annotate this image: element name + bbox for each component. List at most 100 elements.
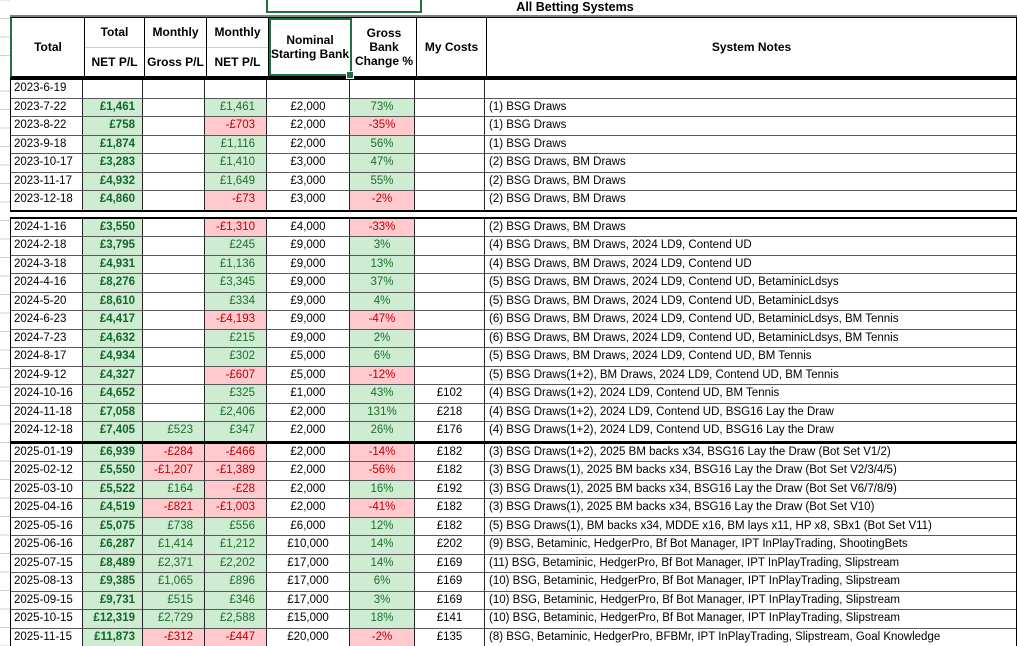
cell-bank[interactable]: £2,000 xyxy=(267,480,350,499)
cell-change[interactable]: 12% xyxy=(350,517,415,536)
cell-costs[interactable]: £135 xyxy=(415,628,485,646)
cell-total[interactable]: £5,522 xyxy=(83,480,143,499)
cell-notes[interactable]: (5) BSG Draws, BM Draws, 2024 LD9, Conte… xyxy=(485,292,1016,311)
cell-date[interactable]: 2025-03-10 xyxy=(11,480,83,499)
cell-net[interactable]: £2,588 xyxy=(205,610,267,629)
cell-net[interactable]: -£447 xyxy=(205,628,267,646)
cell-change[interactable]: 47% xyxy=(350,154,415,173)
cell-gross[interactable] xyxy=(143,98,205,117)
cell-change[interactable]: 14% xyxy=(350,536,415,555)
cell-date[interactable]: 2023-8-22 xyxy=(11,117,83,136)
cell-notes[interactable]: (2) BSG Draws, BM Draws xyxy=(485,154,1016,173)
cell-gross[interactable] xyxy=(143,218,205,237)
cell-date[interactable]: 2025-07-15 xyxy=(11,554,83,573)
header-gross-bank-change[interactable]: Gross Bank Change % xyxy=(352,18,417,76)
cell-notes[interactable]: (2) BSG Draws, BM Draws xyxy=(485,218,1016,237)
cell-bank[interactable]: £3,000 xyxy=(267,172,350,191)
cell-bank[interactable]: £2,000 xyxy=(267,499,350,518)
cell-gross[interactable] xyxy=(143,255,205,274)
cell-total[interactable]: £7,058 xyxy=(83,403,143,422)
cell-net[interactable]: £896 xyxy=(205,573,267,592)
cell-costs[interactable]: £169 xyxy=(415,591,485,610)
cell-bank[interactable]: £9,000 xyxy=(267,292,350,311)
cell-gross[interactable]: -£821 xyxy=(143,499,205,518)
cell-net[interactable]: -£73 xyxy=(205,191,267,210)
cell-change[interactable]: 3% xyxy=(350,237,415,256)
header-system-notes[interactable]: System Notes xyxy=(711,40,792,54)
cell-total[interactable]: £7,405 xyxy=(83,422,143,441)
cell-costs[interactable] xyxy=(415,348,485,367)
cell-change[interactable]: 55% xyxy=(350,172,415,191)
header-monthly-net[interactable]: Monthly NET P/L xyxy=(207,18,269,76)
cell-net[interactable]: -£607 xyxy=(205,366,267,385)
cell-notes[interactable] xyxy=(485,80,1016,99)
cell-date[interactable]: 2025-06-16 xyxy=(11,536,83,555)
cell-bank[interactable]: £2,000 xyxy=(267,422,350,441)
cell-notes[interactable]: (5) BSG Draws, BM Draws, 2024 LD9, Conte… xyxy=(485,348,1016,367)
cell-notes[interactable]: (4) BSG Draws(1+2), 2024 LD9, Contend UD… xyxy=(485,422,1016,441)
cell-net[interactable]: -£1,003 xyxy=(205,499,267,518)
fill-handle[interactable] xyxy=(346,71,354,79)
cell-date[interactable]: 2025-02-12 xyxy=(11,462,83,481)
cell-gross[interactable]: £1,414 xyxy=(143,536,205,555)
cell-notes[interactable]: (8) BSG, Betaminic, HedgerPro, BFBMr, IP… xyxy=(485,628,1016,646)
cell-net[interactable]: £347 xyxy=(205,422,267,441)
cell-total[interactable]: £1,874 xyxy=(83,135,143,154)
cell-change[interactable]: 16% xyxy=(350,480,415,499)
cell-notes[interactable]: (5) BSG Draws, BM Draws, 2024 LD9, Conte… xyxy=(485,274,1016,293)
cell-net[interactable]: £346 xyxy=(205,591,267,610)
cell-costs[interactable]: £182 xyxy=(415,499,485,518)
cell-gross[interactable]: £515 xyxy=(143,591,205,610)
cell-costs[interactable] xyxy=(415,366,485,385)
cell-total[interactable]: £758 xyxy=(83,117,143,136)
cell-date[interactable]: 2025-08-13 xyxy=(11,573,83,592)
cell-costs[interactable]: £202 xyxy=(415,536,485,555)
cell-notes[interactable]: (4) BSG Draws, BM Draws, 2024 LD9, Conte… xyxy=(485,255,1016,274)
cell-total[interactable]: £3,283 xyxy=(83,154,143,173)
cell-bank[interactable]: £15,000 xyxy=(267,610,350,629)
cell-date[interactable]: 2023-11-17 xyxy=(11,172,83,191)
cell-total[interactable]: £3,550 xyxy=(83,218,143,237)
cell-costs[interactable]: £182 xyxy=(415,443,485,462)
cell-costs[interactable] xyxy=(415,237,485,256)
cell-notes[interactable]: (10) BSG, Betaminic, HedgerPro, Bf Bot M… xyxy=(485,573,1016,592)
cell-net[interactable]: -£28 xyxy=(205,480,267,499)
cell-bank[interactable]: £2,000 xyxy=(267,403,350,422)
cell-total[interactable]: £5,075 xyxy=(83,517,143,536)
cell-change[interactable]: -56% xyxy=(350,462,415,481)
cell-net[interactable] xyxy=(205,80,267,99)
cell-bank[interactable]: £3,000 xyxy=(267,191,350,210)
cell-total[interactable]: £4,327 xyxy=(83,366,143,385)
cell-total[interactable]: £11,873 xyxy=(83,628,143,646)
cell-notes[interactable]: (6) BSG Draws, BM Draws, 2024 LD9, Conte… xyxy=(485,311,1016,330)
cell-gross[interactable]: £2,371 xyxy=(143,554,205,573)
cell-date[interactable]: 2025-05-16 xyxy=(11,517,83,536)
cell-date[interactable]: 2024-12-18 xyxy=(11,422,83,441)
cell-gross[interactable] xyxy=(143,385,205,404)
cell-gross[interactable]: -£284 xyxy=(143,443,205,462)
cell-bank[interactable]: £2,000 xyxy=(267,443,350,462)
cell-date[interactable]: 2025-01-19 xyxy=(11,443,83,462)
header-monthly-gross[interactable]: Monthly Gross P/L xyxy=(145,18,207,76)
cell-change[interactable]: -2% xyxy=(350,628,415,646)
cell-total[interactable]: £5,550 xyxy=(83,462,143,481)
cell-costs[interactable]: £192 xyxy=(415,480,485,499)
cell-bank[interactable]: £9,000 xyxy=(267,255,350,274)
cell-gross[interactable]: £2,729 xyxy=(143,610,205,629)
cell-notes[interactable]: (10) BSG, Betaminic, HedgerPro, Bf Bot M… xyxy=(485,591,1016,610)
cell-date[interactable]: 2024-6-23 xyxy=(11,311,83,330)
cell-change[interactable]: -2% xyxy=(350,191,415,210)
cell-total[interactable]: £3,795 xyxy=(83,237,143,256)
cell-change[interactable]: 6% xyxy=(350,348,415,367)
cell-change[interactable]: 2% xyxy=(350,329,415,348)
cell-gross[interactable] xyxy=(143,191,205,210)
cell-costs[interactable] xyxy=(415,80,485,99)
cell-date[interactable]: 2024-4-16 xyxy=(11,274,83,293)
cell-net[interactable]: £245 xyxy=(205,237,267,256)
cell-date[interactable]: 2024-8-17 xyxy=(11,348,83,367)
cell-date[interactable]: 2024-1-16 xyxy=(11,218,83,237)
cell-costs[interactable]: £169 xyxy=(415,554,485,573)
cell-change[interactable]: 56% xyxy=(350,135,415,154)
cell-net[interactable]: £1,461 xyxy=(205,98,267,117)
cell-bank[interactable]: £9,000 xyxy=(267,237,350,256)
